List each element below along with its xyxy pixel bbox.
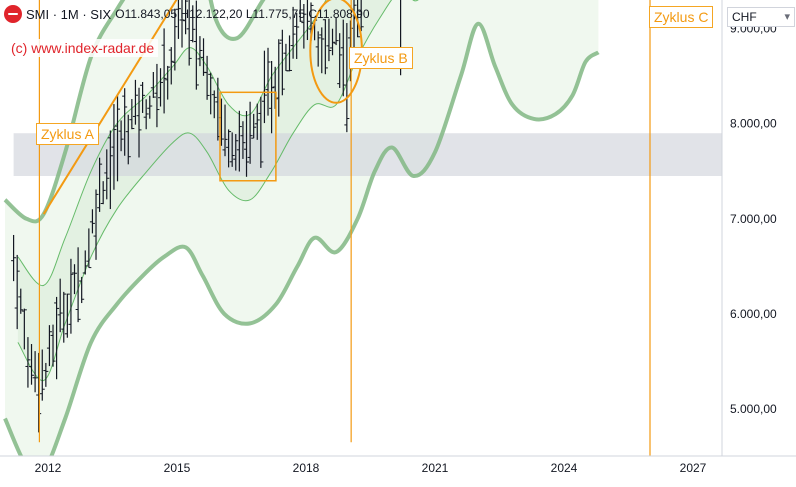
cycle-label-a: Zyklus A bbox=[36, 123, 99, 145]
close-value: 11.808,90 bbox=[317, 7, 370, 21]
swiss-flag-icon bbox=[4, 5, 22, 23]
cycle-label-b: Zyklus B bbox=[349, 47, 413, 69]
ohlc-values: O11.843,05 H12.122,20 L11.775,75 C11.808… bbox=[115, 7, 369, 21]
y-tick-label: 8.000,00 bbox=[730, 117, 777, 131]
inner-lower-band bbox=[17, 0, 419, 382]
y-tick-label: 6.000,00 bbox=[730, 307, 777, 321]
currency-selector[interactable]: CHF bbox=[727, 7, 795, 27]
x-tick-label: 2027 bbox=[680, 461, 707, 475]
symbol-header: SMI · 1M · SIX O11.843,05 H12.122,20 L11… bbox=[4, 5, 370, 23]
time-axis-panel bbox=[0, 456, 796, 482]
y-tick-label: 7.000,00 bbox=[730, 212, 777, 226]
x-tick-label: 2024 bbox=[551, 461, 578, 475]
open-label: O bbox=[115, 7, 125, 21]
cycle-label-c: Zyklus C bbox=[649, 6, 714, 28]
x-tick-label: 2012 bbox=[35, 461, 62, 475]
high-value: 12.122,20 bbox=[189, 7, 243, 21]
high-label: H bbox=[180, 7, 190, 21]
low-label: L bbox=[245, 7, 253, 21]
outer-lower-band bbox=[3, 21, 600, 478]
inner-band-fill bbox=[17, 0, 418, 381]
open-value: 11.843,05 bbox=[124, 7, 178, 21]
low-value: 11.775,75 bbox=[252, 7, 306, 21]
x-tick-label: 2015 bbox=[164, 461, 191, 475]
price-axis-panel bbox=[722, 0, 796, 482]
copyright-watermark: (c) www.index-radar.de bbox=[7, 39, 159, 57]
symbol-title[interactable]: SMI · 1M · SIX bbox=[26, 6, 112, 22]
close-label: C bbox=[308, 7, 318, 21]
y-tick-label: 5.000,00 bbox=[730, 402, 777, 416]
highlight-box bbox=[219, 91, 277, 182]
x-tick-label: 2021 bbox=[422, 461, 449, 475]
x-tick-label: 2018 bbox=[293, 461, 320, 475]
trend-line bbox=[42, 0, 178, 215]
outer-upper-band bbox=[3, 0, 266, 224]
